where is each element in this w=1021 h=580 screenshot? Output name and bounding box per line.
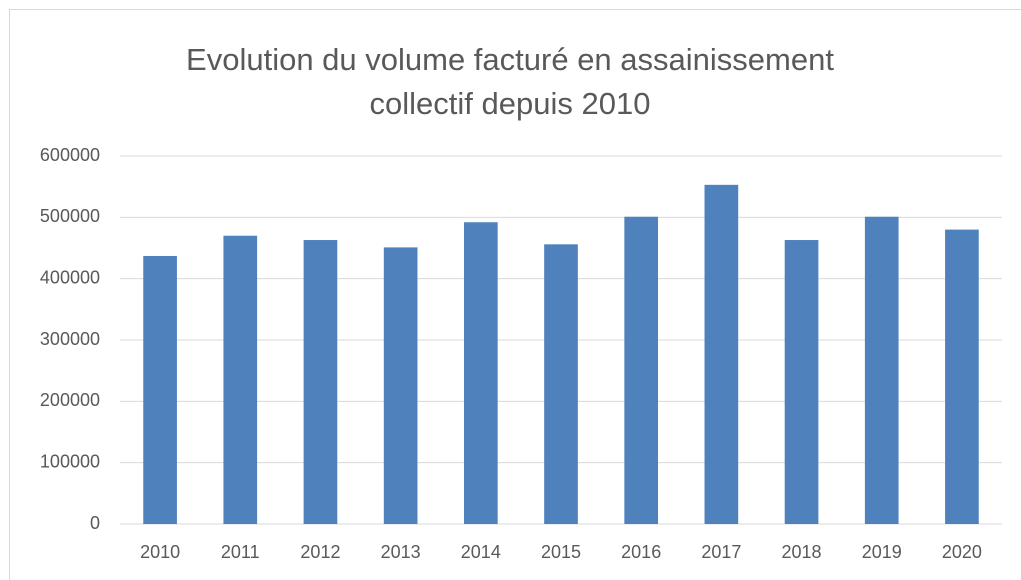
x-tick-label: 2020 (942, 542, 982, 562)
x-tick-label: 2017 (701, 542, 741, 562)
bar (463, 222, 498, 525)
y-tick-label: 600000 (40, 145, 100, 165)
bar (864, 216, 899, 524)
y-tick-label: 400000 (40, 267, 100, 287)
x-tick-label: 2014 (461, 542, 501, 562)
bar (704, 184, 739, 524)
y-tick-label: 300000 (40, 329, 100, 349)
x-tick-label: 2019 (862, 542, 902, 562)
bar (143, 255, 177, 524)
bar (784, 240, 819, 524)
y-tick-label: 100000 (40, 451, 100, 471)
bar (544, 244, 578, 524)
x-tick-label: 2013 (381, 542, 421, 562)
x-tick-label: 2011 (221, 542, 260, 562)
x-tick-label: 2012 (300, 542, 340, 562)
bar (624, 216, 659, 524)
x-tick-label: 2010 (140, 542, 180, 562)
chart-title: Evolution du volume facturé en assainiss… (186, 42, 834, 121)
x-tick-label: 2018 (782, 542, 822, 562)
bar (303, 240, 338, 524)
chart-border (9, 9, 1021, 580)
y-tick-label: 0 (90, 513, 100, 533)
x-tick-label: 2016 (621, 542, 661, 562)
bar (223, 235, 258, 524)
bar (945, 229, 979, 524)
y-tick-label: 500000 (40, 206, 100, 226)
y-tick-label: 200000 (40, 390, 100, 410)
x-tick-label: 2015 (541, 542, 581, 562)
bar (383, 247, 418, 525)
